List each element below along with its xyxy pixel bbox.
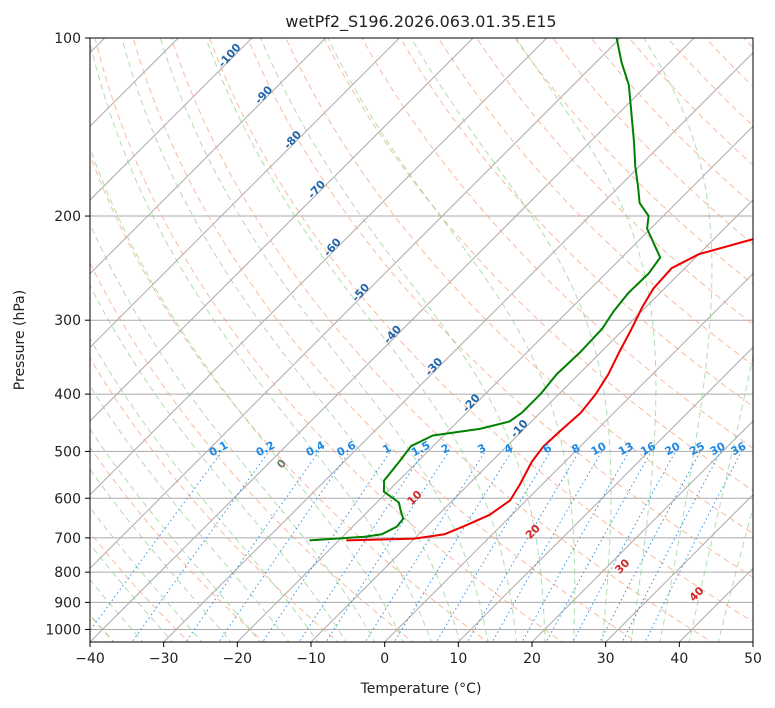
y-tick-label: 400 bbox=[54, 387, 81, 403]
x-tick-label: 30 bbox=[597, 651, 615, 667]
isotherm-line bbox=[457, 346, 753, 642]
isotherm-line bbox=[162, 51, 753, 642]
mixing-ratio-line bbox=[466, 451, 580, 642]
x-tick-label: −40 bbox=[75, 651, 105, 667]
y-tick-label: 1000 bbox=[45, 622, 81, 638]
moist-adiabat-line bbox=[90, 579, 144, 642]
isotherm-line bbox=[531, 420, 753, 642]
mixing-ratio-line bbox=[393, 451, 513, 642]
y-tick-label: 800 bbox=[54, 565, 81, 581]
mixing-ratio-label: 10 bbox=[589, 439, 609, 458]
mixing-ratio-line bbox=[218, 451, 351, 642]
y-tick-label: 700 bbox=[54, 531, 81, 547]
mixing-ratio-line bbox=[90, 451, 223, 632]
mixing-ratio-label: 30 bbox=[708, 439, 728, 458]
moist-adiabat-line bbox=[205, 38, 517, 642]
mixing-ratio-line bbox=[364, 451, 486, 642]
moist-adiabat-line bbox=[260, 38, 546, 642]
mixing-ratio-line bbox=[621, 451, 722, 642]
moist-adiabat-line bbox=[515, 38, 657, 642]
y-axis-title: Pressure (hPa) bbox=[12, 290, 28, 390]
x-tick-label: 50 bbox=[744, 651, 762, 667]
isotherm-line bbox=[90, 38, 253, 201]
y-tick-label: 500 bbox=[54, 444, 81, 460]
mixing-ratio-line bbox=[435, 451, 552, 642]
sounding-profiles bbox=[309, 38, 753, 542]
moist-adiabat-line bbox=[90, 506, 203, 642]
isotherm-line bbox=[383, 272, 753, 642]
dry-adiabat-line bbox=[514, 38, 753, 285]
y-tick-label: 600 bbox=[54, 491, 81, 507]
mixing-ratio-line bbox=[325, 451, 450, 642]
mixing-ratio-label: 13 bbox=[616, 440, 636, 459]
moist-adiabat-line bbox=[90, 468, 232, 642]
mixing-ratio-line bbox=[185, 451, 320, 642]
moist-adiabat-line bbox=[90, 40, 432, 642]
x-axis-title: Temperature (°C) bbox=[360, 681, 482, 697]
isotherm-line bbox=[90, 38, 327, 275]
dry-adiabat-line bbox=[94, 38, 564, 642]
x-tick-label: −20 bbox=[223, 651, 253, 667]
isotherm-line bbox=[90, 38, 695, 642]
plot-frame bbox=[89, 37, 754, 643]
moist-adiabat-line bbox=[90, 222, 376, 642]
mixing-ratio-label: 25 bbox=[687, 440, 707, 459]
background-lines bbox=[90, 38, 753, 642]
temperature-profile-line bbox=[346, 238, 753, 542]
y-tick-label: 200 bbox=[54, 209, 81, 225]
x-tick-label: −30 bbox=[149, 651, 179, 667]
mixing-ratio-label: 36 bbox=[729, 439, 749, 458]
isotherm-line bbox=[604, 493, 753, 642]
moist-adiabat-line bbox=[90, 543, 174, 642]
moist-adiabat-line bbox=[327, 38, 576, 642]
moist-adiabat-line bbox=[159, 38, 489, 642]
y-tick-label: 300 bbox=[54, 313, 81, 329]
x-tick-label: 40 bbox=[670, 651, 688, 667]
x-tick-label: 10 bbox=[449, 651, 467, 667]
y-tick-label: 100 bbox=[54, 31, 81, 47]
isotherm-line bbox=[310, 199, 753, 642]
x-tick-label: 0 bbox=[380, 651, 389, 667]
y-tick-label: 900 bbox=[54, 595, 81, 611]
mixing-ratio-label: 20 bbox=[663, 439, 683, 458]
dry-adiabat-line bbox=[132, 38, 638, 642]
dewpoint-profile-line bbox=[309, 38, 662, 542]
axes: −40 −30 −20 −10 0 10 20 30 40 50 100 200 300 400 500 60… bbox=[45, 31, 762, 667]
moist-adiabat-line bbox=[717, 505, 753, 642]
isotherm-line bbox=[90, 38, 548, 496]
moist-adiabat-line bbox=[121, 38, 461, 642]
moist-adiabat-line bbox=[90, 428, 261, 642]
dry-adiabat-line bbox=[208, 38, 753, 623]
mixing-ratio-line bbox=[491, 451, 603, 642]
dry-adiabat-line bbox=[90, 357, 340, 642]
dry-adiabat-line bbox=[90, 153, 489, 642]
isotherm-line bbox=[90, 38, 622, 570]
mixing-ratio-label: 16 bbox=[638, 439, 658, 458]
x-tick-label: 20 bbox=[523, 651, 541, 667]
isotherm-line bbox=[90, 38, 474, 422]
moist-adiabat-line bbox=[688, 353, 753, 642]
moist-adiabat-line bbox=[90, 146, 404, 642]
mixing-ratio-line bbox=[298, 451, 425, 642]
dry-adiabat-line bbox=[90, 261, 414, 642]
moist-adiabat-line bbox=[90, 384, 290, 642]
isotherm-line bbox=[90, 38, 401, 349]
x-tick-label: −10 bbox=[296, 651, 326, 667]
chart-title: wetPf2_S196.2026.063.01.35.E15 bbox=[285, 12, 556, 32]
moist-adiabat-line bbox=[643, 38, 713, 642]
mixing-ratio-line bbox=[644, 451, 742, 642]
mixing-ratio-line bbox=[262, 451, 391, 642]
dry-adiabat-line bbox=[90, 446, 265, 642]
isotherm-line bbox=[236, 125, 753, 642]
moist-adiabat-line bbox=[410, 38, 612, 642]
moist-adiabat-line bbox=[90, 284, 347, 642]
